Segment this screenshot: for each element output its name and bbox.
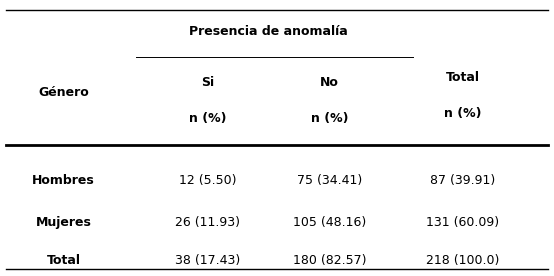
Text: 218 (100.0): 218 (100.0) (426, 254, 499, 267)
Text: Si: Si (201, 76, 214, 89)
Text: 105 (48.16): 105 (48.16) (293, 216, 366, 229)
Text: Total: Total (445, 71, 480, 84)
Text: 180 (82.57): 180 (82.57) (293, 254, 366, 267)
Text: No: No (320, 76, 339, 89)
Text: 75 (34.41): 75 (34.41) (297, 174, 362, 187)
Text: Género: Género (38, 86, 89, 99)
Text: 12 (5.50): 12 (5.50) (179, 174, 237, 187)
Text: 87 (39.91): 87 (39.91) (430, 174, 495, 187)
Text: Total: Total (47, 254, 81, 267)
Text: n (%): n (%) (444, 107, 481, 120)
Text: Hombres: Hombres (32, 174, 95, 187)
Text: n (%): n (%) (311, 112, 348, 125)
Text: 26 (11.93): 26 (11.93) (175, 216, 240, 229)
Text: Presencia de anomalía: Presencia de anomalía (189, 25, 348, 38)
Text: Mujeres: Mujeres (36, 216, 91, 229)
Text: 131 (60.09): 131 (60.09) (426, 216, 499, 229)
Text: n (%): n (%) (189, 112, 227, 125)
Text: 38 (17.43): 38 (17.43) (175, 254, 240, 267)
